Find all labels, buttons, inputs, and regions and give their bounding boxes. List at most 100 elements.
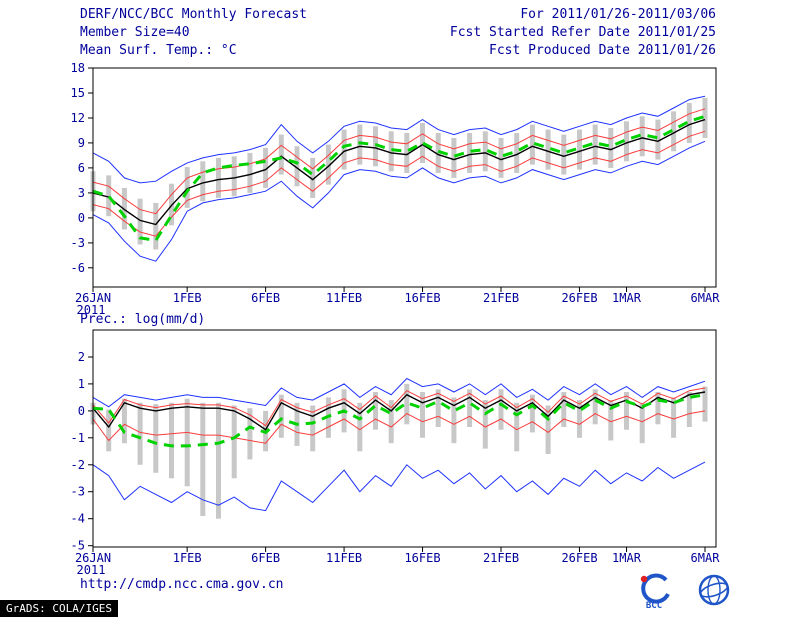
spread-bar <box>153 202 159 250</box>
spread-bar <box>529 124 535 165</box>
x-tick-label: 1FEB <box>173 551 202 565</box>
y-tick-label: -3 <box>71 236 85 250</box>
spread-bar <box>310 405 316 452</box>
spread-bar <box>247 152 253 193</box>
bcc-swirl <box>641 573 670 604</box>
spread-bar <box>498 137 504 178</box>
y-tick-label: 0 <box>78 404 85 418</box>
spread-bar <box>514 402 520 452</box>
spread-bar <box>231 405 237 479</box>
spread-bar <box>325 144 331 185</box>
series-upper-spread <box>92 387 706 427</box>
y-tick-label: -3 <box>71 485 85 499</box>
y-tick-label: 15 <box>71 86 85 100</box>
spread-bar <box>373 392 378 430</box>
temp-panel-title: Mean Surf. Temp.: °C <box>80 43 237 58</box>
plot-border <box>92 329 717 548</box>
y-tick-label: 3 <box>78 186 85 200</box>
spread-bar <box>263 147 269 188</box>
chart-title: DERF/NCC/BCC Monthly Forecast <box>80 7 307 22</box>
spread-bar <box>435 133 441 173</box>
series-upper-spread <box>92 108 706 215</box>
y-tick-label: -2 <box>71 458 85 472</box>
y-tick-label: 6 <box>78 161 85 175</box>
spread-bar <box>686 103 692 143</box>
spread-bar <box>420 123 425 163</box>
y-tick-label: -4 <box>71 512 85 526</box>
spread-bar <box>498 389 504 430</box>
spread-bar <box>137 402 143 465</box>
x-tick-label: 26FEB <box>561 291 597 305</box>
series-ensemble-max <box>92 377 706 408</box>
spread-bar <box>624 392 629 430</box>
spread-bar <box>529 394 535 433</box>
x-tick-sublabel: 2011 <box>77 303 106 317</box>
y-tick-label: 18 <box>71 61 85 75</box>
series-observation <box>92 114 706 243</box>
y-tick-label: 9 <box>78 136 85 150</box>
spread-bar <box>451 137 457 178</box>
spread-bar <box>655 119 661 160</box>
x-tick-label: 6MAR <box>691 551 721 565</box>
prec-panel-title: Prec.: log(mm/d) <box>80 312 206 327</box>
x-tick-label: 26FEB <box>561 551 597 565</box>
spread-bar <box>388 131 394 172</box>
spread-bar <box>655 392 661 425</box>
cma-meridian <box>707 575 721 605</box>
bcc-logo-label: BCC <box>646 601 662 611</box>
spread-bar <box>294 146 300 187</box>
spread-bar <box>341 129 347 170</box>
spread-bar <box>624 121 629 162</box>
spread-bar <box>639 116 645 157</box>
spread-bar <box>200 402 206 516</box>
spread-bar <box>216 402 221 519</box>
produced-date-label: Fcst Produced Date 2011/01/26 <box>489 43 716 58</box>
spread-bar <box>106 175 112 217</box>
cma-globe <box>698 574 730 606</box>
spread-bar <box>545 129 551 170</box>
spread-bar <box>608 128 614 168</box>
spread-bar <box>404 133 410 173</box>
spread-bar <box>435 389 441 427</box>
spread-bar <box>121 398 127 444</box>
y-tick-label: -5 <box>71 539 85 553</box>
spread-bar <box>184 398 190 487</box>
y-tick-label: -1 <box>71 431 85 445</box>
spread-bar <box>153 404 159 473</box>
spread-bar <box>467 389 473 427</box>
x-tick-label: 1MAR <box>612 551 642 565</box>
spread-bar <box>467 133 473 173</box>
spread-bar <box>482 400 488 449</box>
series-ensemble-mean <box>92 391 706 431</box>
spread-bar <box>121 187 127 230</box>
x-tick-label: 11FEB <box>326 291 362 305</box>
spread-bar <box>357 402 363 452</box>
spread-bar <box>169 402 174 479</box>
bcc-logo: BCC <box>640 573 670 611</box>
spread-bar <box>388 400 394 444</box>
y-tick-label: 2 <box>78 350 85 364</box>
series-lower-spread <box>92 130 706 237</box>
x-tick-label: 21FEB <box>483 291 519 305</box>
spread-bar <box>278 134 284 175</box>
x-tick-label: 1MAR <box>612 291 642 305</box>
x-tick-label: 6MAR <box>691 291 721 305</box>
y-tick-label: 1 <box>78 377 85 391</box>
x-tick-label: 1FEB <box>173 291 202 305</box>
x-tick-label: 16FEB <box>404 291 440 305</box>
spread-bar <box>514 133 520 173</box>
spread-bar <box>577 129 582 170</box>
ensemble-spread-bars <box>90 98 708 250</box>
spread-bar <box>184 167 190 208</box>
spread-bar <box>247 408 253 460</box>
x-tick-label: 6FEB <box>251 551 280 565</box>
spread-bar <box>137 198 143 245</box>
spread-bar <box>608 400 614 441</box>
spread-bar <box>420 392 425 438</box>
y-tick-label: 0 <box>78 211 85 225</box>
spread-bar <box>592 124 598 165</box>
spread-bar <box>451 397 457 444</box>
spread-bar <box>702 98 708 138</box>
